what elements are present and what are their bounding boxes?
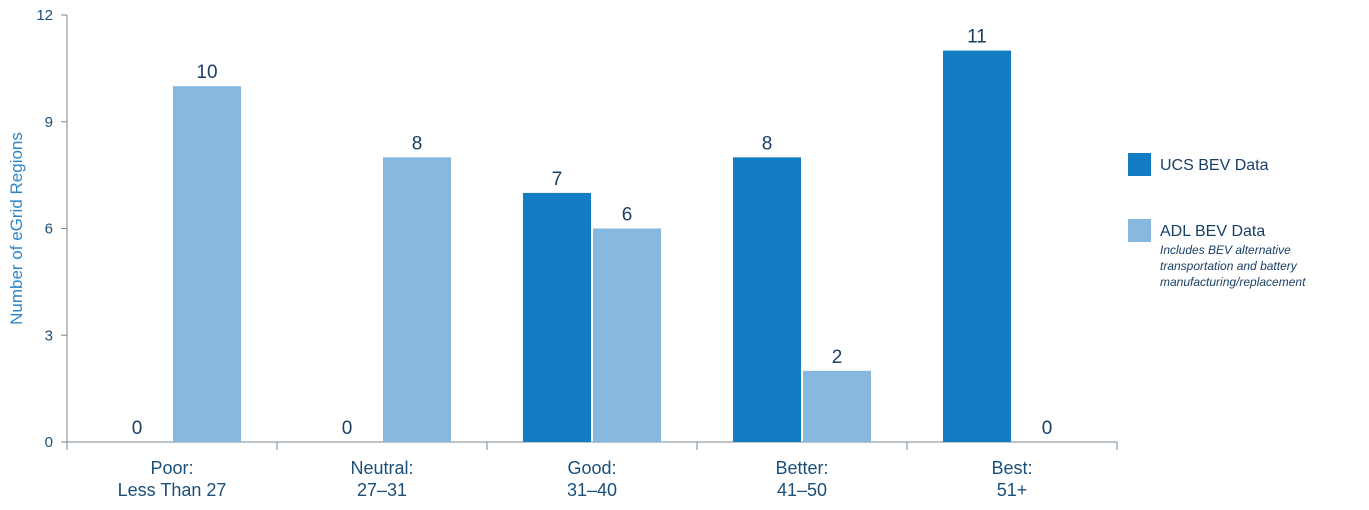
data-label: 2 <box>832 347 843 368</box>
data-label: 0 <box>1042 418 1053 439</box>
y-tick-label: 12 <box>36 7 53 24</box>
bar-adl <box>383 157 451 443</box>
legend-swatch <box>1128 153 1151 176</box>
axes: 0 3 6 9 12 Poor: Less Than 27 Neutral: 27–31 Good… <box>36 7 1118 500</box>
x-category-label: Poor: Less Than 27 <box>118 458 227 500</box>
data-label: 8 <box>412 133 423 154</box>
data-label: 0 <box>342 418 353 439</box>
data-label: 6 <box>622 205 633 226</box>
x-category-label: Best: 51+ <box>991 458 1032 500</box>
legend-swatch <box>1128 219 1151 242</box>
x-category-label: Better: 41–50 <box>775 458 828 500</box>
y-tick-label: 3 <box>45 327 53 344</box>
y-tick-label: 0 <box>45 434 53 451</box>
data-label: 10 <box>196 62 217 83</box>
x-category-label: Neutral: 27–31 <box>350 458 413 500</box>
legend: UCS BEV Data ADL BEV Data Includes BEV alt… <box>1128 153 1306 289</box>
bar-ucs <box>523 192 591 442</box>
legend-label: UCS BEV Data <box>1160 157 1269 174</box>
data-label: 11 <box>967 27 987 48</box>
y-tick-label: 9 <box>45 114 53 131</box>
x-category-label: Good: 31–40 <box>567 458 617 500</box>
data-label: 8 <box>762 133 773 154</box>
y-tick-label: 6 <box>45 221 53 238</box>
bar-adl <box>173 86 241 443</box>
data-label: 0 <box>132 418 143 439</box>
bar-adl <box>803 370 871 442</box>
data-label: 7 <box>552 169 563 190</box>
legend-label: ADL BEV Data <box>1160 223 1265 240</box>
legend-note: Includes BEV alternative transportation a… <box>1160 243 1306 289</box>
bar-ucs <box>733 157 801 443</box>
bar-adl <box>593 228 661 442</box>
y-axis-title: Number of eGrid Regions <box>7 132 26 325</box>
bars: 0 0 7 8 11 10 8 6 2 0 <box>132 27 1053 443</box>
bar-ucs <box>943 50 1011 442</box>
